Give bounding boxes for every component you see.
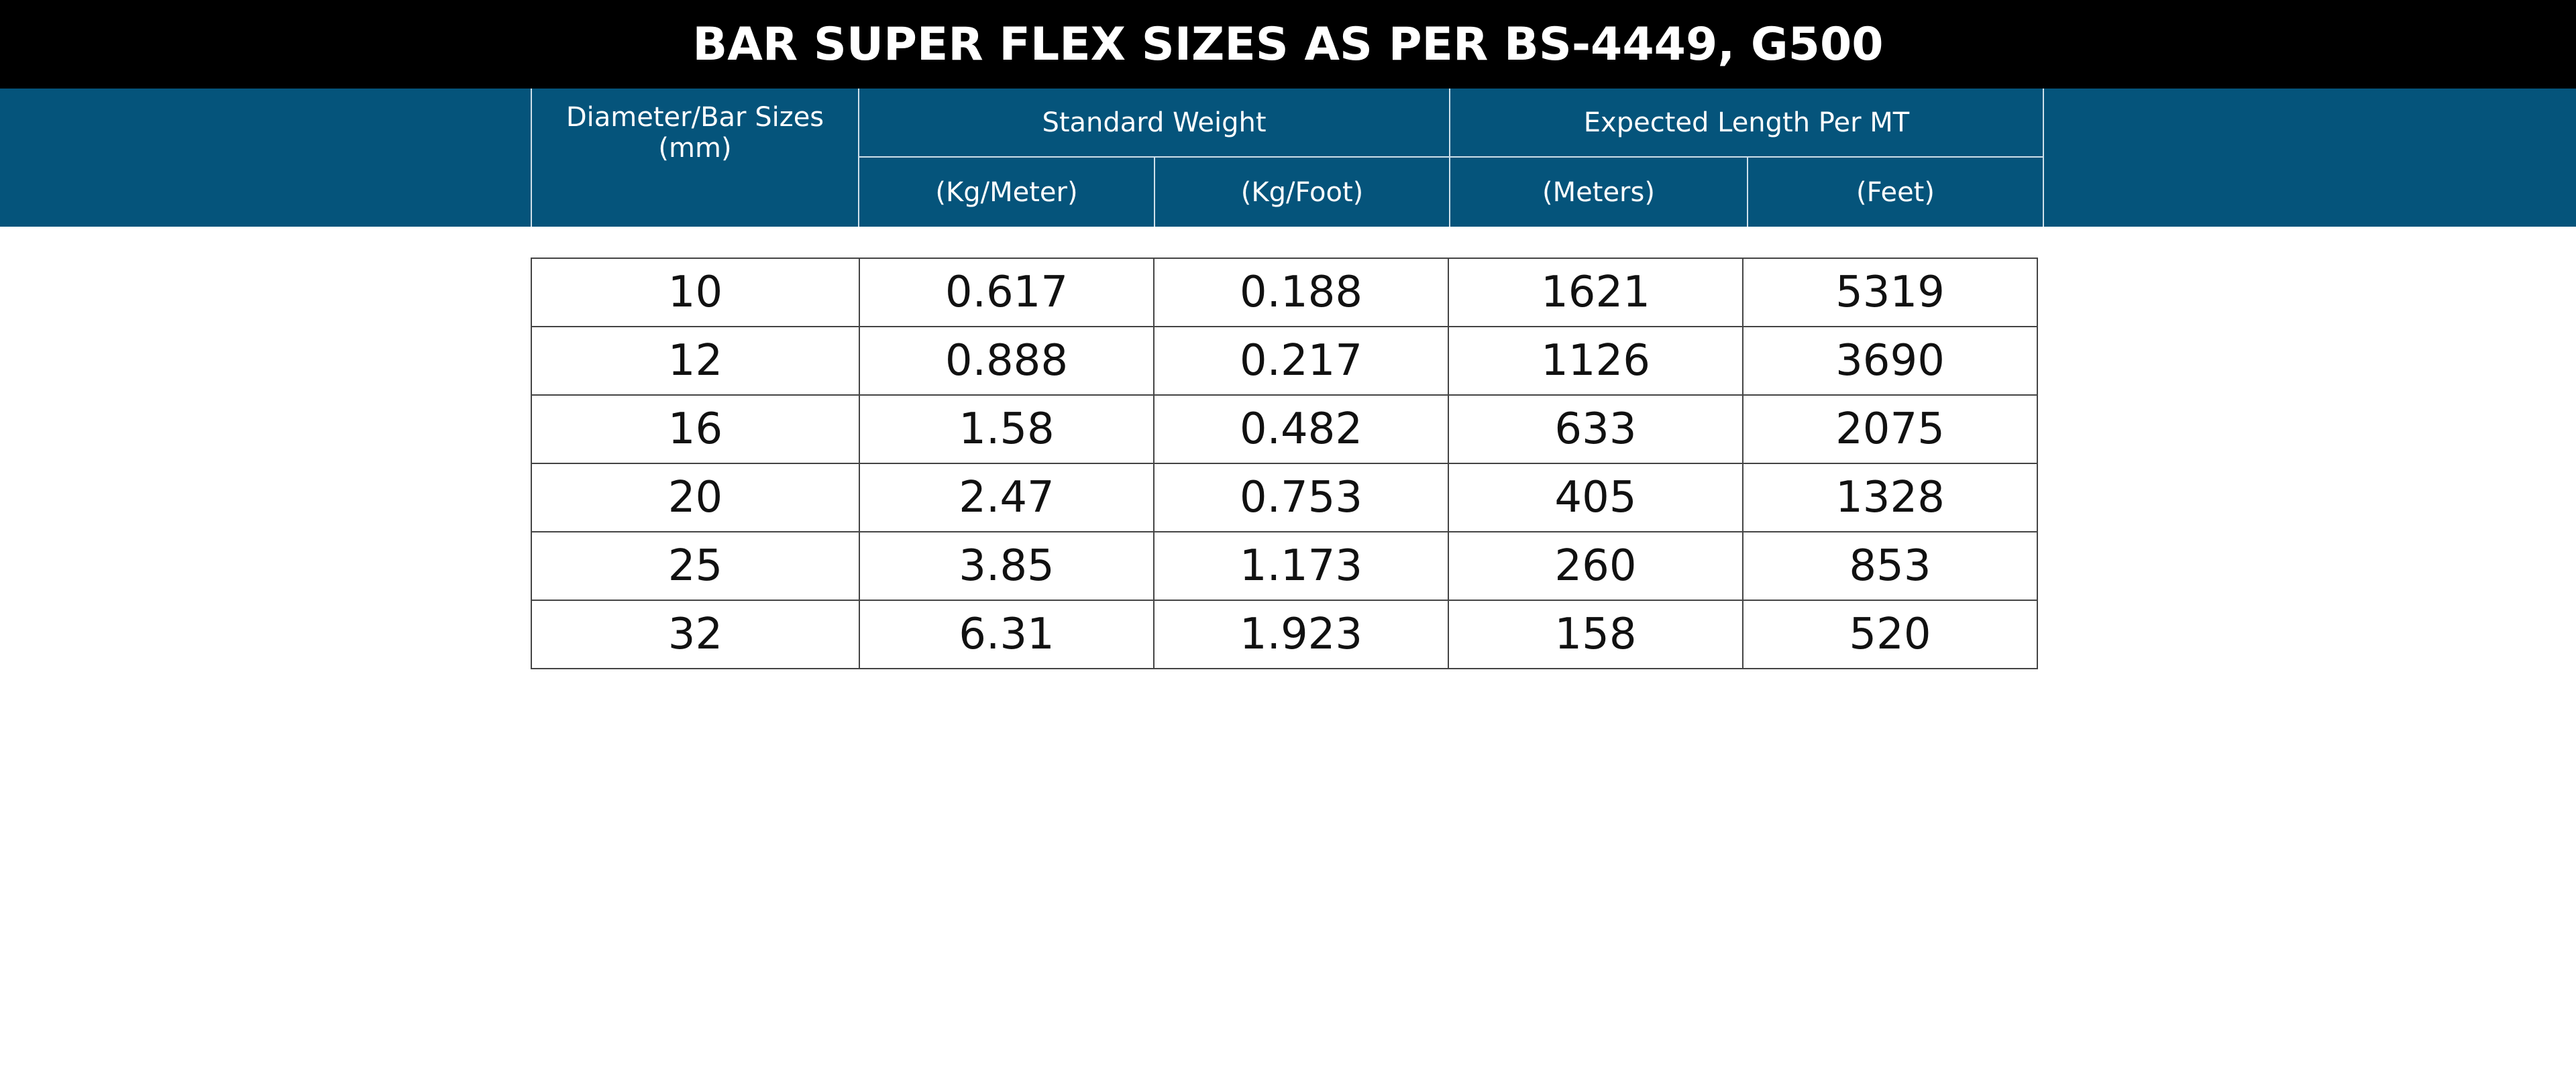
header-band: Diameter/Bar Sizes (mm) Standard Weight … <box>0 89 2576 227</box>
table-cell: 2.47 <box>859 463 1155 532</box>
table-cell: 1621 <box>1448 258 1743 327</box>
table-cell: 10 <box>531 258 860 327</box>
table-cell: 32 <box>531 600 860 669</box>
table-cell: 0.888 <box>859 326 1155 396</box>
table-cell: 16 <box>531 394 860 464</box>
table-row: 25 3.85 1.173 260 853 <box>531 531 2038 601</box>
table-cell: 20 <box>531 463 860 532</box>
table-cell: 25 <box>531 531 860 601</box>
table-row: 32 6.31 1.923 158 520 <box>531 600 2038 669</box>
table-cell: 3.85 <box>859 531 1155 601</box>
table-cell: 1126 <box>1448 326 1743 396</box>
unit-header: (Kg/Foot) <box>1155 158 1450 227</box>
column-header: Standard Weight <box>859 89 1450 158</box>
table-cell: 520 <box>1742 600 2038 669</box>
table-cell: 405 <box>1448 463 1743 532</box>
table-cell: 0.753 <box>1153 463 1449 532</box>
table-cell: 0.617 <box>859 258 1155 327</box>
table-row: 10 0.617 0.188 1621 5319 <box>531 258 2038 327</box>
table-cell: 158 <box>1448 600 1743 669</box>
title-bar: BAR SUPER FLEX SIZES AS PER BS-4449, G50… <box>0 0 2576 89</box>
table-cell: 0.217 <box>1153 326 1449 396</box>
table-cell: 0.482 <box>1153 394 1449 464</box>
table-cell: 853 <box>1742 531 2038 601</box>
column-header: Diameter/Bar Sizes (mm) <box>531 89 859 227</box>
table-cell: 12 <box>531 326 860 396</box>
table-cell: 1.923 <box>1153 600 1449 669</box>
table-cell: 3690 <box>1742 326 2038 396</box>
table-cell: 2075 <box>1742 394 2038 464</box>
table-cell: 633 <box>1448 394 1743 464</box>
table-cell: 6.31 <box>859 600 1155 669</box>
table-cell: 1.173 <box>1153 531 1449 601</box>
table-cell: 1328 <box>1742 463 2038 532</box>
column-header: Expected Length Per MT <box>1450 89 2044 158</box>
table-cell: 5319 <box>1742 258 2038 327</box>
table-row: 12 0.888 0.217 1126 3690 <box>531 326 2038 396</box>
unit-header: (Meters) <box>1450 158 1748 227</box>
data-table: 10 0.617 0.188 1621 5319 12 0.888 0.217 1126 3690… <box>531 258 2038 669</box>
table-row: 20 2.47 0.753 405 1328 <box>531 463 2038 532</box>
unit-header: (Feet) <box>1748 158 2044 227</box>
table-cell: 0.188 <box>1153 258 1449 327</box>
unit-header: (Kg/Meter) <box>859 158 1155 227</box>
table-cell: 260 <box>1448 531 1743 601</box>
table-cell: 1.58 <box>859 394 1155 464</box>
table-row: 16 1.58 0.482 633 2075 <box>531 394 2038 464</box>
title: BAR SUPER FLEX SIZES AS PER BS-4449, G50… <box>692 17 1884 71</box>
